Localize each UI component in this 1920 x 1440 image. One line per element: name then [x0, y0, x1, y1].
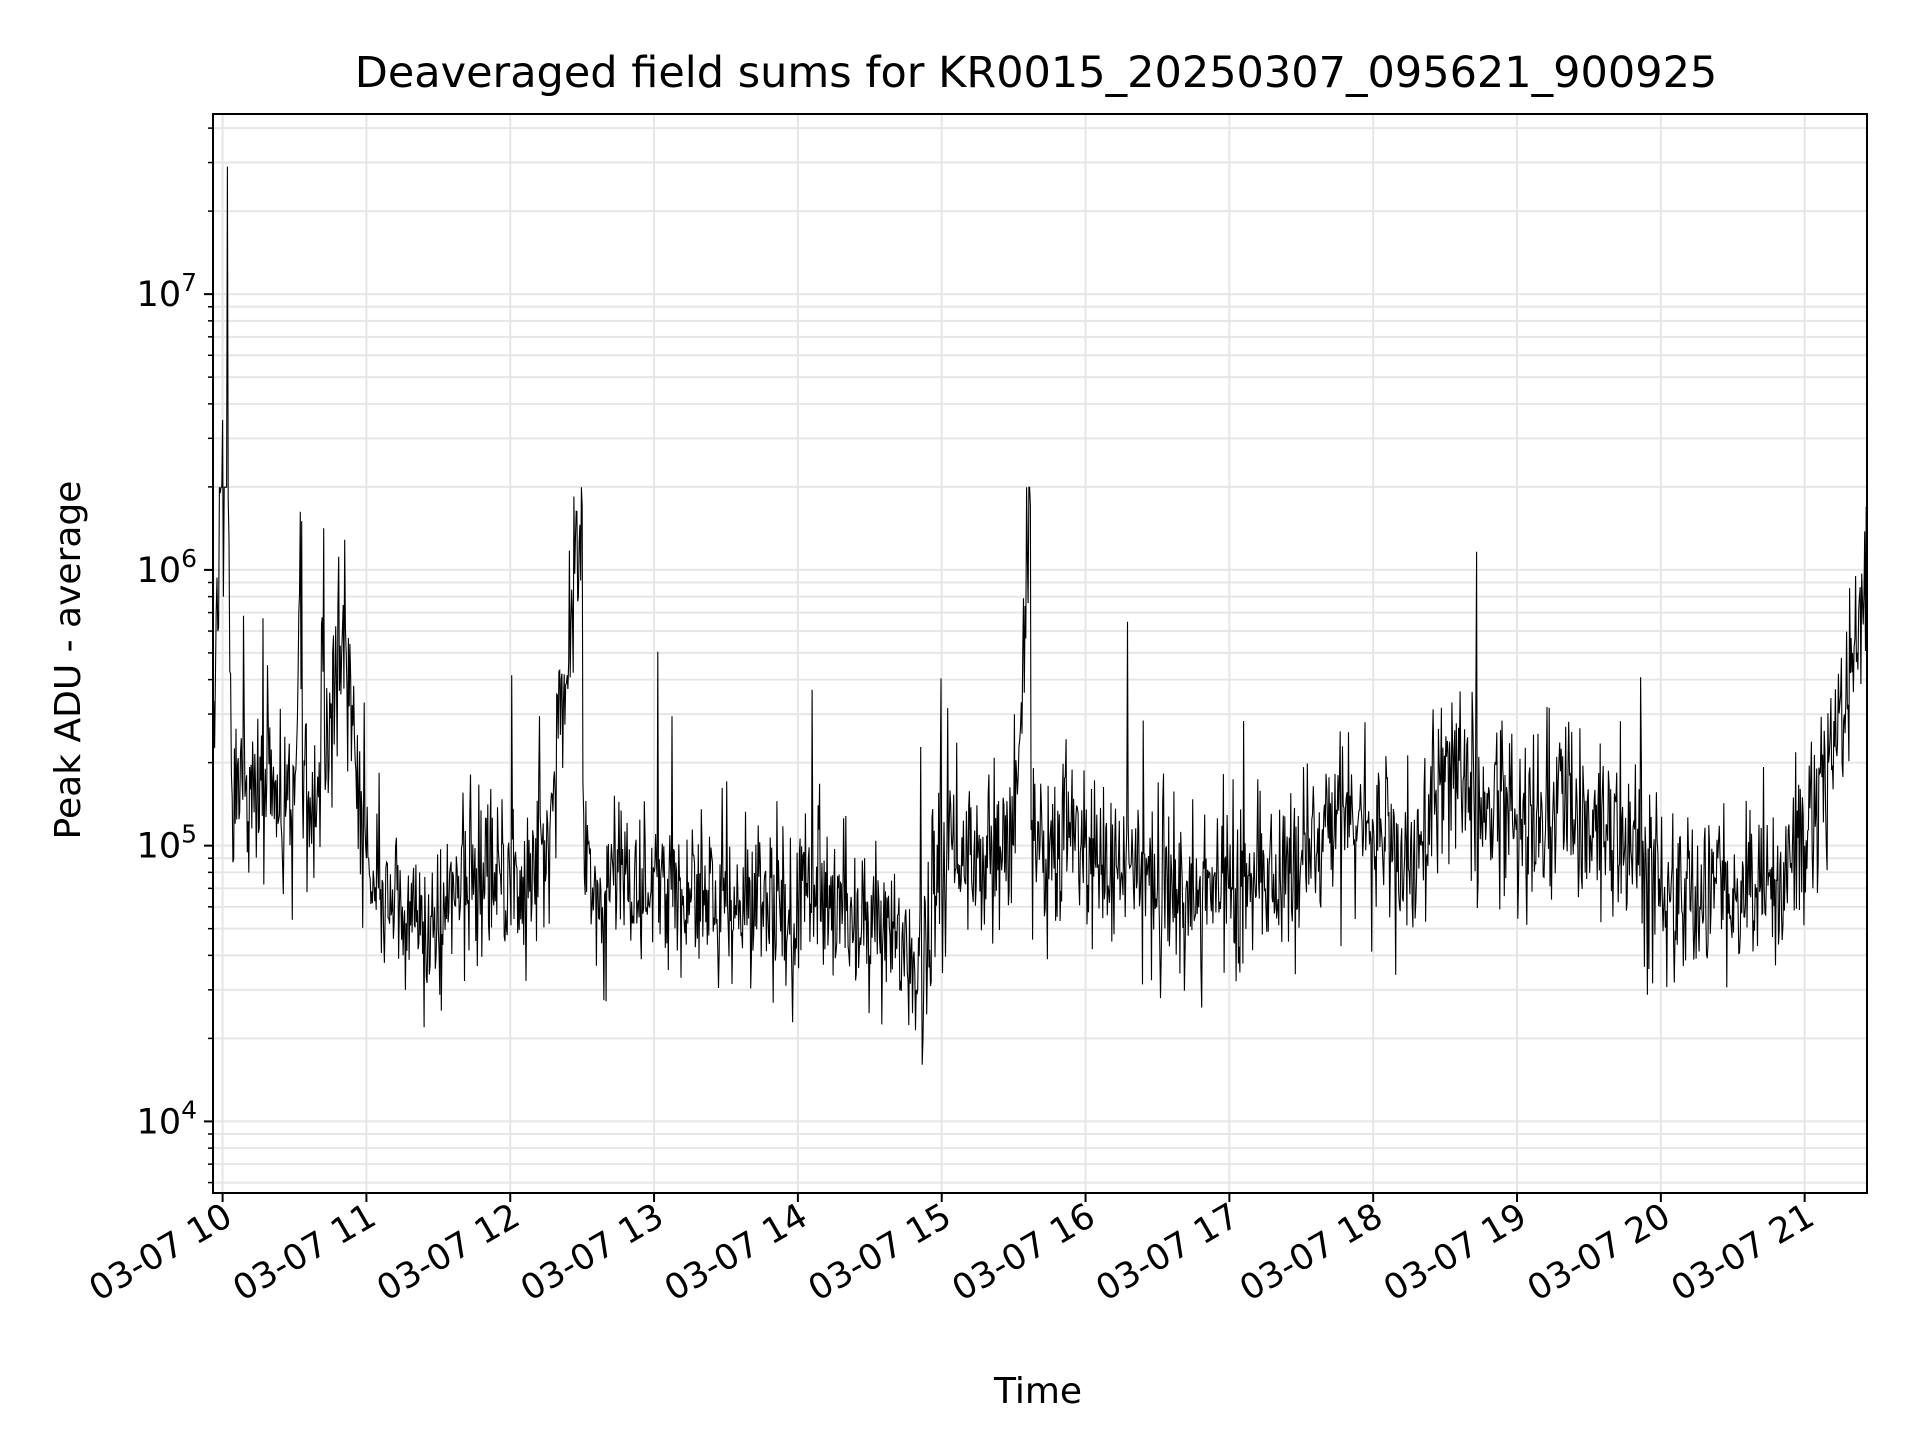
y-tick-label: 107 [137, 268, 197, 315]
y-tick-label: 106 [137, 544, 197, 591]
x-axis-label: Time [993, 1371, 1082, 1412]
y-tick-label: 105 [137, 820, 197, 867]
y-axis: 104 105 106 107 [137, 127, 213, 1184]
y-axis-label: Peak ADU - average [48, 481, 89, 840]
chart-title: Deaveraged field sums for KR0015_2025030… [355, 48, 1718, 98]
series-line [212, 166, 1868, 1065]
y-tick-label: 104 [137, 1095, 197, 1142]
